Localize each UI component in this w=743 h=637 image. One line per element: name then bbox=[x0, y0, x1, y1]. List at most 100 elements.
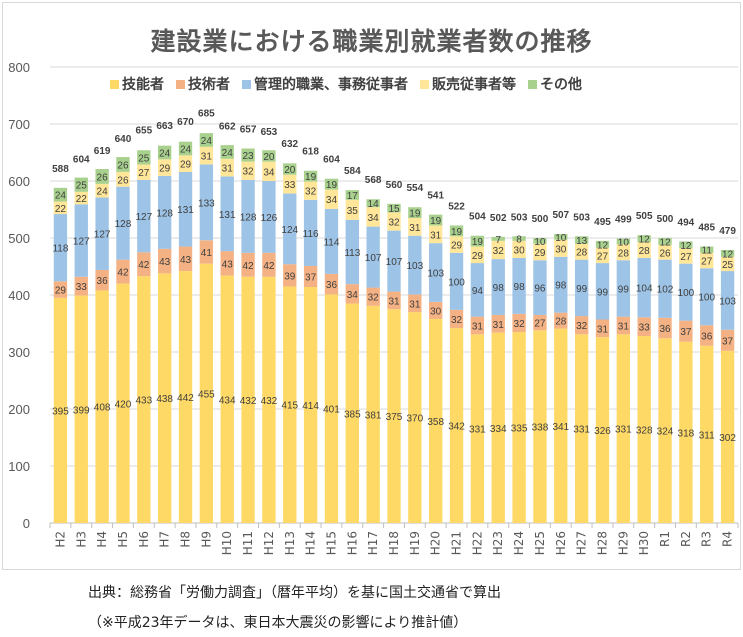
bar-segment bbox=[53, 281, 68, 298]
bar-segment bbox=[345, 219, 359, 285]
total-label: 554 bbox=[407, 183, 424, 194]
data-label: 408 bbox=[94, 403, 111, 414]
bar-segment bbox=[658, 338, 672, 523]
estimate-note: （※平成23年データは、東日本大震災の影響により推計値） bbox=[88, 615, 468, 631]
bar-segment bbox=[366, 226, 380, 288]
bar-segment bbox=[408, 235, 422, 295]
data-label: 41 bbox=[201, 248, 213, 259]
bar-segment bbox=[199, 146, 214, 165]
bar-segment bbox=[220, 275, 234, 523]
bar-segment bbox=[679, 341, 693, 523]
bar-segment bbox=[303, 265, 318, 288]
bar-segment bbox=[303, 287, 318, 523]
data-label: 30 bbox=[514, 245, 526, 256]
data-label: 19 bbox=[326, 180, 338, 191]
bar-segment bbox=[178, 141, 193, 156]
bar-segment bbox=[157, 248, 172, 274]
data-label: 328 bbox=[636, 426, 653, 437]
total-label: 500 bbox=[657, 214, 674, 225]
y-tick-label: 700 bbox=[8, 117, 30, 132]
data-label: 36 bbox=[97, 276, 109, 287]
x-tick-label: R2 bbox=[679, 531, 693, 547]
total-label: 503 bbox=[511, 212, 528, 223]
data-label: 98 bbox=[514, 282, 526, 293]
data-label: 414 bbox=[302, 401, 319, 412]
bar-segment bbox=[220, 176, 234, 252]
data-label: 29 bbox=[180, 160, 192, 171]
bar-segment bbox=[137, 252, 151, 277]
data-label: 114 bbox=[323, 237, 339, 248]
data-label: 127 bbox=[135, 212, 152, 223]
bar-segment bbox=[157, 145, 172, 160]
legend-swatch bbox=[420, 79, 429, 89]
x-tick-label: H28 bbox=[595, 531, 609, 555]
data-label: 29 bbox=[472, 251, 484, 262]
bar-segment bbox=[658, 317, 672, 339]
bar-segment bbox=[199, 133, 214, 147]
bar-segment bbox=[408, 294, 422, 313]
bar-segment bbox=[387, 212, 401, 231]
data-label: 433 bbox=[135, 396, 152, 407]
total-label: 507 bbox=[552, 210, 569, 221]
data-label: 31 bbox=[597, 324, 609, 335]
total-label: 499 bbox=[615, 215, 632, 226]
data-label: 395 bbox=[52, 406, 69, 417]
bar-segment bbox=[137, 276, 151, 523]
data-label: 26 bbox=[117, 175, 129, 186]
data-label: 33 bbox=[284, 180, 296, 191]
x-tick-label: H20 bbox=[429, 531, 443, 555]
stacked-bar-chart: 0100200300400500600700800395291182224588… bbox=[8, 60, 739, 555]
bar-segment bbox=[616, 238, 631, 245]
bar-segment bbox=[283, 174, 297, 194]
bar-segment bbox=[199, 263, 214, 523]
bar-segment bbox=[137, 179, 151, 253]
data-label: 22 bbox=[55, 204, 67, 215]
bar-segment bbox=[95, 290, 109, 523]
bar-segment bbox=[679, 263, 693, 321]
bar-segment bbox=[74, 204, 88, 277]
y-tick-label: 500 bbox=[8, 231, 30, 246]
data-label: 20 bbox=[284, 165, 296, 176]
data-label: 32 bbox=[242, 167, 254, 178]
bar-segment bbox=[283, 264, 297, 287]
data-label: 43 bbox=[159, 257, 171, 268]
data-label: 31 bbox=[222, 164, 234, 175]
bar-segment bbox=[637, 241, 651, 258]
bar-segment bbox=[387, 203, 401, 213]
data-label: 455 bbox=[198, 389, 215, 400]
bar-segment bbox=[637, 336, 651, 523]
y-tick-label: 300 bbox=[8, 345, 30, 360]
bar-segment bbox=[178, 271, 193, 523]
data-label: 99 bbox=[576, 284, 588, 295]
data-label: 19 bbox=[409, 209, 421, 220]
y-tick-label: 800 bbox=[8, 60, 30, 75]
y-tick-label: 200 bbox=[8, 402, 30, 417]
bar-segment bbox=[554, 234, 568, 240]
data-label: 26 bbox=[659, 248, 671, 259]
data-label: 31 bbox=[409, 223, 421, 234]
bar-segment bbox=[616, 260, 631, 317]
bar-segment bbox=[345, 303, 359, 523]
data-label: 98 bbox=[555, 281, 567, 292]
bar-segment bbox=[241, 252, 255, 277]
data-label: 415 bbox=[281, 401, 298, 412]
bar-segment bbox=[178, 171, 193, 247]
total-label: 505 bbox=[636, 211, 653, 222]
bar-segment bbox=[720, 249, 735, 257]
bar-segment bbox=[679, 320, 693, 342]
data-label: 19 bbox=[305, 172, 317, 183]
data-label: 33 bbox=[639, 323, 651, 334]
data-label: 36 bbox=[659, 324, 671, 335]
bar-segment bbox=[512, 257, 526, 314]
data-label: 12 bbox=[722, 249, 734, 260]
legend-item-technicians: 技術者 bbox=[176, 74, 230, 94]
data-label: 107 bbox=[386, 257, 403, 268]
data-label: 358 bbox=[427, 417, 444, 428]
data-label: 37 bbox=[305, 272, 317, 283]
x-tick-label: H17 bbox=[366, 531, 380, 555]
data-label: 128 bbox=[240, 212, 257, 223]
x-tick-label: H21 bbox=[450, 531, 464, 555]
legend-item-management: 管理的職業、事務従事者 bbox=[242, 74, 408, 94]
bar-segment bbox=[241, 148, 255, 162]
data-label: 31 bbox=[388, 296, 400, 307]
